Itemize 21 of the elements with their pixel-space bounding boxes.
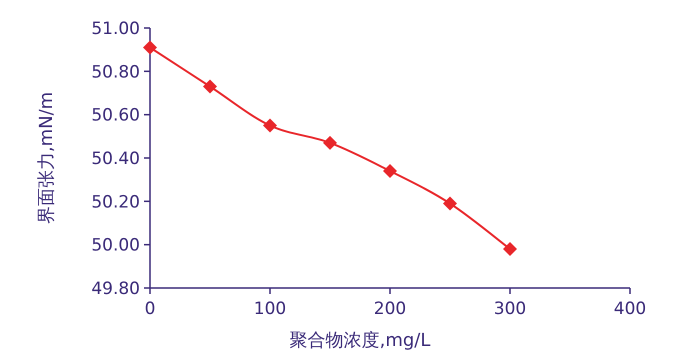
y-tick-label: 50.20	[91, 192, 140, 212]
point	[323, 136, 337, 150]
x-tick-label: 400	[614, 299, 646, 319]
x-tick-label: 200	[374, 299, 406, 319]
point	[383, 164, 397, 178]
point	[443, 196, 457, 210]
y-axis-title: 界面张力,mN/m	[36, 92, 57, 224]
y-tick-label: 50.60	[91, 106, 140, 126]
y-tick-label: 50.80	[91, 62, 140, 82]
x-axis-title: 聚合物浓度,mg/L	[290, 330, 430, 351]
y-tick-label: 50.40	[91, 149, 140, 169]
x-tick-label: 100	[254, 299, 286, 319]
x-tick-label: 300	[494, 299, 526, 319]
point	[143, 40, 157, 54]
y-tick-label: 51.00	[91, 19, 140, 39]
point	[203, 80, 217, 94]
x-tick-label: 0	[144, 299, 156, 319]
point	[503, 242, 517, 256]
point	[263, 118, 277, 132]
y-tick-label: 50.00	[91, 236, 140, 256]
y-tick-label: 49.80	[91, 279, 140, 299]
